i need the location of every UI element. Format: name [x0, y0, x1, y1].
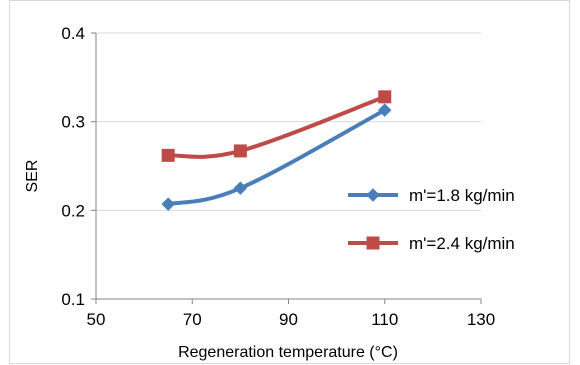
- legend-diamond-marker: [366, 188, 380, 202]
- x-tick-label: 50: [87, 310, 106, 329]
- x-axis-title: Regeneration temperature (°C): [178, 344, 398, 361]
- legend-label: m'=1.8 kg/min: [409, 186, 515, 205]
- y-tick-labels: 0.1 0.2 0.3 0.4: [61, 24, 85, 309]
- square-marker: [378, 90, 392, 104]
- axes: [91, 32, 482, 304]
- x-tick-label: 90: [279, 310, 298, 329]
- series-group: [161, 90, 392, 211]
- x-tick-labels: 50 70 90 110 130: [87, 310, 496, 329]
- y-tick-label: 0.2: [61, 201, 85, 220]
- diamond-marker: [161, 197, 175, 211]
- legend-label: m'=2.4 kg/min: [409, 234, 515, 253]
- x-tick-label: 130: [467, 310, 495, 329]
- legend-item-2: m'=2.4 kg/min: [348, 234, 515, 253]
- y-tick-label: 0.3: [61, 113, 85, 132]
- gridlines: [96, 32, 481, 211]
- series-line: [166, 94, 387, 159]
- square-marker: [161, 148, 175, 162]
- legend-square-marker: [366, 236, 380, 250]
- y-tick-label: 0.1: [61, 290, 85, 309]
- series-1: [161, 103, 392, 211]
- y-tick-label: 0.4: [61, 24, 85, 43]
- x-tick-label: 70: [183, 310, 202, 329]
- chart-frame: [9, 0, 570, 364]
- series-2: [161, 90, 392, 162]
- y-axis-title: SER: [24, 160, 41, 193]
- diamond-marker: [378, 103, 392, 117]
- legend: m'=1.8 kg/min m'=2.4 kg/min: [348, 186, 515, 253]
- diamond-marker: [233, 181, 248, 195]
- x-tick-label: 110: [371, 310, 398, 329]
- series-line: [166, 108, 387, 207]
- square-marker: [233, 144, 247, 158]
- legend-item-1: m'=1.8 kg/min: [348, 186, 515, 205]
